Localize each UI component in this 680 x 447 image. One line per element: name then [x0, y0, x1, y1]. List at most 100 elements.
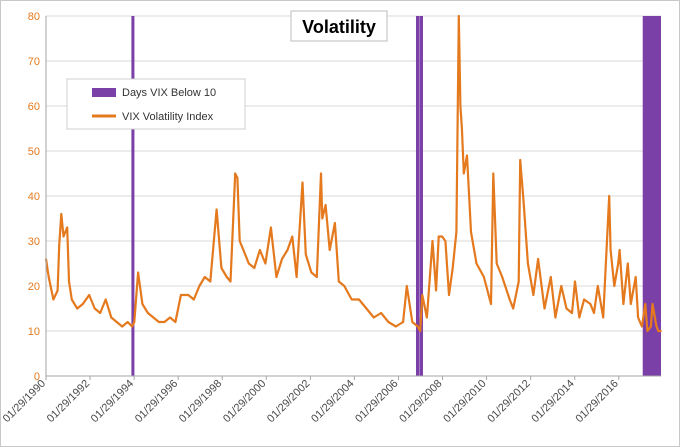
vix-point — [333, 222, 336, 224]
vix-point — [286, 249, 289, 251]
vix-point — [483, 276, 485, 278]
vix-point — [126, 321, 129, 323]
y-tick-label: 30 — [28, 236, 40, 248]
vix-point — [650, 325, 652, 328]
vix-point — [593, 312, 595, 314]
x-tick-label: 01/29/1996 — [133, 378, 180, 425]
vix-point — [655, 325, 658, 328]
vix-point — [66, 226, 69, 229]
vix-point — [565, 307, 568, 310]
vix-point — [596, 285, 599, 287]
vix-point — [70, 298, 73, 301]
vix-point — [209, 280, 212, 283]
vix-point — [264, 262, 267, 265]
vix-point — [141, 303, 144, 305]
x-tick-label: 01/29/2002 — [265, 378, 312, 425]
vix-point — [617, 262, 620, 265]
vix-point — [220, 267, 223, 269]
vix-point — [350, 298, 353, 301]
vix-point — [637, 316, 640, 319]
vix-point — [76, 307, 79, 310]
vix-point — [304, 253, 307, 256]
vix-point — [215, 208, 218, 211]
vix-point — [88, 294, 91, 296]
y-tick-label: 20 — [28, 281, 40, 293]
vix-point — [133, 321, 136, 323]
vix-point — [435, 289, 438, 292]
vix-point — [402, 321, 404, 323]
vix-point — [343, 285, 346, 287]
vix-point — [81, 303, 84, 305]
vix-point — [571, 312, 573, 314]
vix-point — [104, 298, 107, 301]
x-tick-label: 01/29/2010 — [441, 378, 488, 425]
vix-point — [657, 330, 660, 332]
gridlines — [46, 15, 661, 377]
vix-point — [269, 226, 272, 229]
legend: Days VIX Below 10 VIX Volatility Index — [66, 78, 246, 130]
vix-point — [517, 280, 520, 283]
vix-point — [618, 249, 621, 251]
vix-point — [169, 316, 171, 319]
vix-point — [416, 325, 419, 328]
vix-point — [115, 321, 118, 323]
vix-point — [192, 298, 195, 301]
vix-point — [324, 204, 327, 206]
vix-point — [203, 276, 206, 278]
x-tick-label: 01/29/2008 — [397, 378, 444, 425]
x-tick-labels: 01/29/199001/29/199201/29/199401/29/1996… — [1, 378, 621, 425]
vix-point — [549, 276, 552, 278]
vix-point — [187, 294, 190, 296]
legend-label-below10: Days VIX Below 10 — [122, 87, 216, 99]
vix-point — [163, 321, 166, 323]
vix-point — [527, 262, 529, 265]
vix-point — [660, 330, 662, 332]
vix-line — [44, 14, 661, 333]
vix-point — [315, 276, 318, 278]
vix-point — [157, 321, 160, 323]
vix-point — [644, 303, 647, 305]
vix-point — [457, 15, 460, 17]
below-10-band — [642, 16, 661, 376]
chart-title: Volatility — [290, 10, 388, 42]
vix-point — [421, 294, 424, 296]
vix-point — [532, 294, 535, 296]
vix-point — [508, 298, 511, 301]
below-10-band — [415, 16, 420, 376]
vix-point — [93, 307, 96, 310]
vix-point — [462, 172, 465, 175]
vix-point — [519, 159, 522, 161]
vix-point — [238, 240, 241, 242]
vix-point — [247, 262, 250, 265]
vix-point — [234, 172, 237, 175]
vix-point — [613, 285, 616, 287]
vix-point — [394, 325, 397, 328]
vix-point — [602, 316, 605, 319]
vix-point — [460, 127, 463, 130]
x-tick-label: 01/29/2006 — [353, 378, 400, 425]
below-10-band — [131, 16, 135, 376]
vix-point — [242, 249, 245, 251]
vix-point — [387, 321, 390, 323]
vix-point — [110, 316, 113, 319]
vix-point — [512, 307, 515, 310]
vix-point — [634, 276, 637, 278]
vix-point — [426, 316, 428, 319]
y-tick-label: 40 — [28, 191, 40, 203]
vix-point — [431, 240, 434, 242]
x-tick-label: 01/29/2000 — [221, 378, 268, 425]
vix-point — [626, 262, 629, 265]
vix-point — [522, 199, 525, 202]
vix-point — [121, 325, 124, 328]
x-tick-label: 01/29/1990 — [1, 378, 48, 425]
vix-point — [451, 267, 454, 269]
x-tick-label: 01/29/2016 — [573, 378, 620, 425]
vix-point — [646, 330, 649, 332]
vix-point — [622, 303, 625, 305]
vix-point — [608, 195, 611, 197]
vix-point — [295, 276, 298, 278]
vix-point — [236, 177, 239, 179]
legend-label-vix: VIX Volatility Index — [122, 111, 214, 123]
vix-point — [99, 312, 102, 314]
